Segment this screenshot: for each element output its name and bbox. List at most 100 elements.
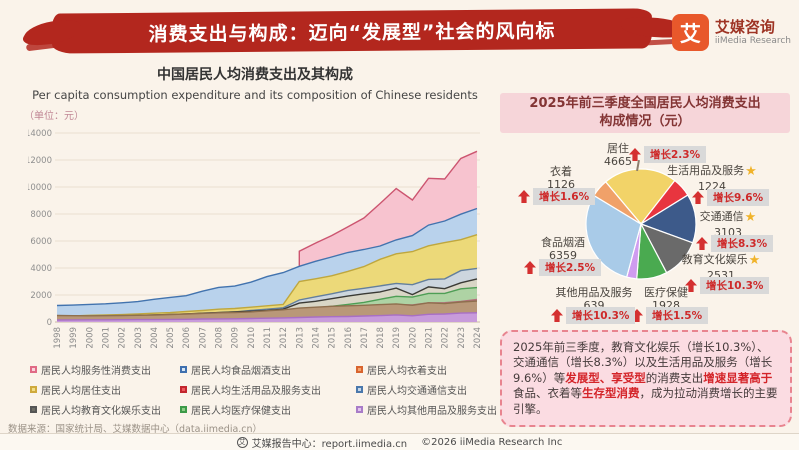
x-axis-tick-label: 2009 (231, 327, 241, 349)
y-axis-tick-label: 6000 (30, 237, 52, 247)
y-axis-tick-label: 10000 (28, 183, 52, 193)
x-axis-tick-label: 2004 (150, 327, 160, 349)
legend-label: 居民人均衣着支出 (367, 366, 447, 377)
growth-badge-生活用品及服务: 增长9.6% (692, 189, 770, 206)
legend-marker-icon (30, 366, 37, 373)
pie-label-value: 4665 (604, 155, 632, 169)
area-series-outline (298, 150, 478, 322)
pie-slice-交通通信 (639, 194, 697, 244)
legend-item: 居民人均衣着支出 (356, 362, 506, 377)
star-icon: ★ (748, 253, 761, 268)
x-axis-tick-label: 2003 (134, 327, 144, 349)
analysis-highlight: 发展型、享受型 (565, 370, 646, 385)
up-arrow-icon (696, 237, 708, 250)
analysis-highlight: 增速显著高于 (703, 370, 773, 385)
pie-slice-居住 (604, 168, 676, 225)
pie-label-name: 生活用品及服务★ (667, 164, 757, 179)
chart-legend: 居民人均服务性消费支出 居民人均食品烟酒支出 居民人均衣着支出 居民人均居住支出 居民人… (30, 362, 506, 417)
chart-unit-label: （单位：元） (24, 111, 84, 122)
legend-marker-icon (356, 386, 363, 393)
analysis-note: 2025年前三季度，教育文化娱乐（增长10.3%）、交通通信（增长8.3%）以及… (500, 330, 792, 427)
x-axis-tick-label: 1999 (69, 327, 79, 349)
area-series-outline (56, 312, 478, 321)
y-axis-tick-label: 4000 (30, 264, 52, 274)
x-axis-tick-label: 2011 (263, 327, 273, 349)
x-axis-tick-label: 2023 (457, 327, 467, 349)
report-center-link: 艾媒报告中心：report.iimedia.cn (251, 438, 408, 450)
legend-item: 居民人均教育文化娱乐支出 (30, 402, 180, 417)
star-icon: ★ (745, 164, 757, 179)
legend-label: 居民人均交通通信支出 (367, 386, 467, 397)
x-axis-tick-label: 2017 (360, 327, 370, 349)
footer-bar: 艾 艾媒报告中心：report.iimedia.cn ©2026 iiMedia… (0, 434, 799, 450)
x-axis-tick-label: 2006 (182, 327, 192, 349)
analysis-text: 的消费支出 (645, 370, 704, 385)
pie-panel-title-line1: 2025年前三季度全国居民人均消费支出 (529, 96, 761, 112)
x-axis-tick-label: 2020 (408, 327, 418, 349)
y-axis-tick-label: 14000 (28, 129, 52, 139)
growth-value: 增长9.6% (707, 189, 770, 206)
x-axis-tick-label: 2021 (425, 327, 435, 349)
growth-badge-医疗保健: 增长1.5% (631, 307, 709, 324)
up-arrow-icon (551, 309, 563, 322)
page-title: 消费支出与构成：迈向“发展型”社会的风向标 (148, 19, 556, 46)
growth-value: 增长1.5% (646, 307, 709, 324)
pie-panel-title-line2: 构成情况（元） (599, 114, 691, 129)
iimedia-badge-icon: 艾 (236, 436, 248, 448)
iimedia-logo-icon: 艾 (671, 14, 709, 51)
x-axis-tick-label: 2024 (473, 327, 483, 349)
x-axis-tick-label: 2018 (376, 327, 386, 349)
legend-marker-icon (30, 386, 37, 393)
area-series-outline (56, 234, 478, 317)
legend-marker-icon (30, 406, 37, 413)
y-axis-tick-label: 2000 (30, 291, 52, 301)
legend-marker-icon (180, 406, 187, 413)
header-banner: 消费支出与构成：迈向“发展型”社会的风向标 (51, 8, 653, 54)
x-axis-tick-label: 2001 (101, 327, 111, 349)
legend-label: 居民人均生活用品及服务支出 (191, 386, 321, 397)
growth-value: 增长2.5% (539, 259, 602, 276)
x-axis-tick-label: 2005 (166, 327, 176, 349)
pie-panel-title: 2025年前三季度全国居民人均消费支出 构成情况（元） (500, 93, 790, 133)
analysis-text: ，成为拉动消费增长的主要引擎。 (513, 386, 778, 416)
x-axis-tick-label: 2010 (247, 327, 257, 349)
x-axis-tick-label: 2013 (295, 327, 305, 349)
chart-title: 中国居民人均消费支出及其构成 (157, 67, 353, 83)
legend-item: 居民人均居住支出 (30, 382, 180, 397)
up-arrow-icon (524, 261, 536, 274)
legend-item: 居民人均交通通信支出 (356, 382, 506, 397)
x-axis-tick-label: 2015 (328, 327, 338, 349)
growth-badge-教育文化娱乐: 增长10.3% (685, 277, 770, 294)
pie-label-name: 医疗保健 (644, 286, 688, 299)
up-arrow-icon (629, 148, 641, 161)
pie-label-name: 其他用品及服务 (555, 286, 633, 299)
growth-badge-居住: 增长2.3% (629, 146, 707, 163)
legend-marker-icon (356, 406, 363, 413)
legend-item: 居民人均生活用品及服务支出 (180, 382, 356, 397)
analysis-text: 食品、衣着等 (513, 386, 582, 401)
x-axis-tick-label: 2022 (441, 327, 451, 349)
pie-label-name: 衣着 (550, 165, 572, 178)
x-axis-tick-label: 2002 (118, 327, 128, 349)
analysis-highlight: 生存型消费 (582, 386, 640, 401)
legend-label: 居民人均服务性消费支出 (41, 366, 151, 377)
legend-label: 居民人均医疗保健支出 (191, 406, 291, 417)
copyright-text: ©2026 iiMedia Research Inc (421, 436, 563, 448)
x-axis-tick-label: 2019 (392, 327, 402, 349)
up-arrow-icon (518, 190, 530, 203)
up-arrow-icon (692, 191, 704, 204)
legend-label: 居民人均居住支出 (41, 386, 121, 397)
growth-value: 增长10.3% (700, 277, 770, 294)
legend-item: 居民人均服务性消费支出 (30, 362, 180, 377)
growth-badge-衣着: 增长1.6% (518, 188, 596, 205)
pie-label-居住: 居住 4665 (585, 142, 651, 169)
logo-subtitle: iiMedia Research (714, 36, 791, 47)
growth-value: 增长2.3% (644, 146, 707, 163)
legend-label: 居民人均食品烟酒支出 (191, 366, 291, 377)
legend-label: 居民人均教育文化娱乐支出 (41, 406, 161, 417)
x-axis-tick-label: 2014 (311, 327, 321, 349)
growth-badge-交通通信: 增长8.3% (696, 235, 774, 252)
analysis-text: 2025年前三季度，教育文化娱乐（增长10.3%）、交通通信（增长8.3%）以及… (513, 340, 773, 385)
star-icon: ★ (744, 210, 757, 225)
area-series-outline (56, 207, 478, 307)
